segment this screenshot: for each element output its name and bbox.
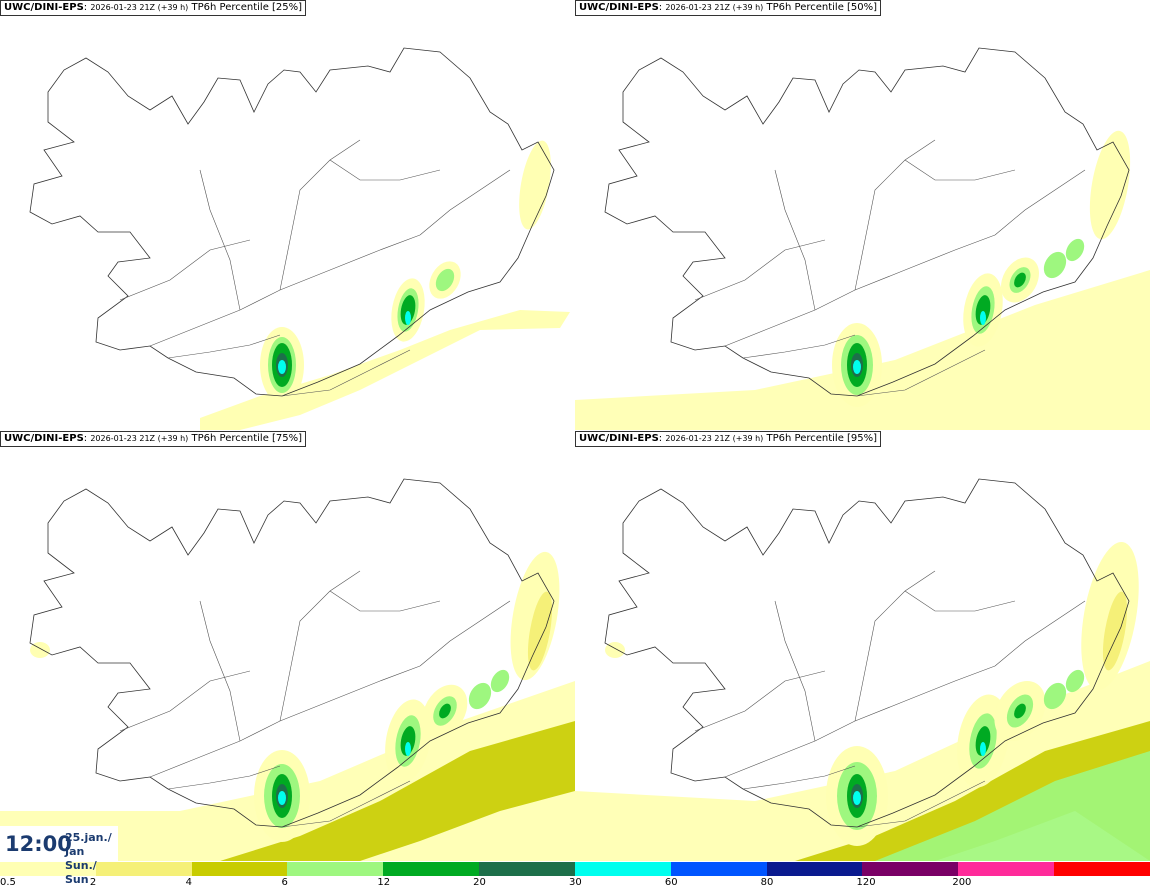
legend-tick: 20 [473, 877, 486, 888]
precipitation-map [575, 47, 1150, 430]
legend-swatch [766, 862, 863, 876]
map-panel: UWC/DINI-EPS: 2026-01-23 21Z (+39 h) TP6… [575, 431, 1150, 861]
valid-date: 25.jan./ Jan Sun./ Sun [65, 831, 118, 887]
panel-title: UWC/DINI-EPS: 2026-01-23 21Z (+39 h) TP6… [575, 0, 882, 16]
valid-date-text: 25.jan./ Jan [65, 831, 112, 858]
legend-swatch [574, 862, 671, 876]
legend-tick: 200 [952, 877, 972, 888]
legend-tick: 0.5 [0, 877, 16, 888]
panel-field: TP6h Percentile [25%] [191, 2, 303, 13]
map-panel: UWC/DINI-EPS: 2026-01-23 21Z (+39 h) TP6… [575, 0, 1150, 430]
valid-day-text: Sun./ Sun [65, 859, 97, 886]
panel-field: TP6h Percentile [50%] [766, 2, 878, 13]
panel-title: UWC/DINI-EPS: 2026-01-23 21Z (+39 h) TP6… [0, 431, 307, 447]
panel-run: 2026-01-23 21Z (+39 h) [665, 434, 764, 443]
legend-ticks: 0.5 2 4 6 12 20 30 60 80 120 200 [0, 876, 1150, 891]
legend-swatch [95, 862, 192, 876]
legend-swatch [191, 862, 288, 876]
legend-swatch [479, 862, 575, 876]
precipitation-map [29, 47, 570, 430]
coastline [604, 47, 1130, 397]
precipitation-map [575, 478, 1150, 861]
valid-time-box: 12:00 25.jan./ Jan Sun./ Sun [0, 826, 118, 886]
panel-source: UWC/DINI-EPS [4, 433, 84, 444]
legend-tick: 60 [664, 877, 678, 888]
legend-tick: 120 [856, 877, 876, 888]
legend-swatch [862, 862, 959, 876]
legend-swatch [1054, 862, 1150, 876]
map-panel: UWC/DINI-EPS: 2026-01-23 21Z (+39 h) TP6… [0, 0, 575, 430]
panel-field: TP6h Percentile [95%] [766, 433, 878, 444]
panel-source: UWC/DINI-EPS [579, 2, 659, 13]
legend-tick: 6 [281, 877, 288, 888]
panel-run: 2026-01-23 21Z (+39 h) [90, 3, 189, 12]
panel-title: UWC/DINI-EPS: 2026-01-23 21Z (+39 h) TP6… [0, 0, 307, 16]
precipitation-map [0, 478, 575, 861]
panel-title: UWC/DINI-EPS: 2026-01-23 21Z (+39 h) TP6… [575, 431, 882, 447]
coastline [604, 478, 1130, 828]
legend-tick: 4 [185, 877, 193, 888]
panel-field: TP6h Percentile [75%] [191, 433, 303, 444]
legend-swatch [958, 862, 1055, 876]
legend-swatch [287, 862, 384, 876]
legend-swatch [670, 862, 767, 876]
map-panel: UWC/DINI-EPS: 2026-01-23 21Z (+39 h) TP6… [0, 431, 575, 861]
legend-tick: 80 [760, 877, 774, 888]
coastline [29, 47, 555, 397]
coastline [29, 478, 555, 828]
color-legend [0, 862, 1150, 876]
valid-time: 12:00 [5, 832, 72, 856]
panel-run: 2026-01-23 21Z (+39 h) [90, 434, 189, 443]
legend-tick: 12 [377, 877, 391, 888]
legend-tick: 2 [89, 877, 97, 888]
panel-run: 2026-01-23 21Z (+39 h) [665, 3, 764, 12]
legend-swatch [0, 862, 96, 876]
legend-swatch [383, 862, 480, 876]
legend-tick: 30 [569, 877, 582, 888]
panel-source: UWC/DINI-EPS [579, 433, 659, 444]
panel-source: UWC/DINI-EPS [4, 2, 84, 13]
